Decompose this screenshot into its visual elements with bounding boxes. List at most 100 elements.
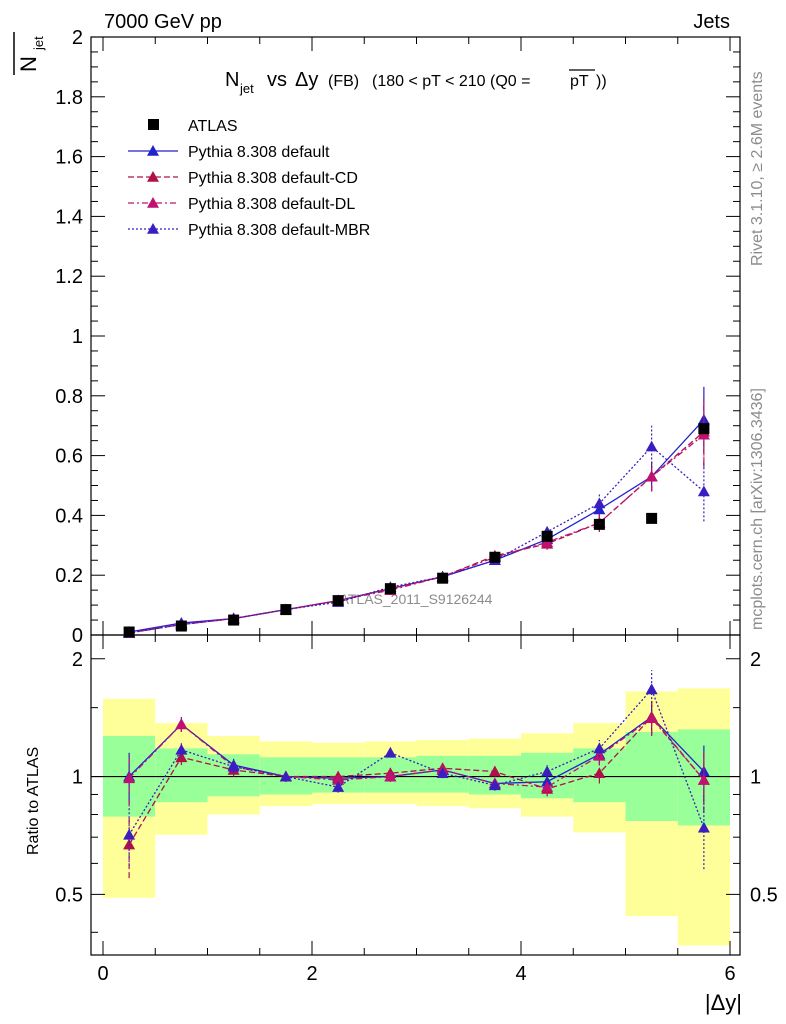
main-point-mbr bbox=[593, 497, 606, 509]
ratio-point-cd bbox=[123, 838, 136, 850]
main-point-data bbox=[489, 551, 501, 563]
main-ylabel: N jet bbox=[13, 32, 46, 75]
main-point-data bbox=[541, 530, 553, 542]
ratio-line-cd bbox=[128, 715, 705, 845]
ratio-point-mbr bbox=[436, 767, 449, 779]
ratio-point-mbr bbox=[227, 760, 240, 772]
legend-marker-data bbox=[148, 119, 159, 130]
main-series-data bbox=[123, 423, 710, 638]
ratio-point-mbr bbox=[279, 770, 292, 782]
main-line-cd bbox=[129, 431, 705, 634]
main-ytick-label: 1 bbox=[72, 326, 83, 348]
ratio-line-dl bbox=[128, 717, 705, 788]
ratio-plot: 0.5 0.5 1 1 2 2 0 2 4 6 bbox=[55, 634, 778, 985]
legend-label-data: ATLAS bbox=[188, 118, 238, 135]
main-point-data bbox=[175, 620, 187, 632]
ratio-xtick-label: 2 bbox=[306, 963, 317, 985]
ratio-point-mbr bbox=[645, 683, 658, 695]
legend-label-cd: Pythia 8.308 default-CD bbox=[188, 170, 358, 187]
ratio-point-dl bbox=[541, 781, 554, 792]
ratio-point-dl bbox=[593, 749, 606, 761]
ratio-point-dl bbox=[123, 772, 136, 784]
main-point-mbr bbox=[697, 485, 710, 497]
plot-title-range: (180 < pT < 210 (Q0 = bbox=[372, 73, 530, 90]
ratio-ylabel: Ratio to ATLAS bbox=[25, 747, 42, 855]
ratio-point-mbr bbox=[123, 828, 136, 840]
ratio-xtick-label: 4 bbox=[515, 963, 526, 985]
legend-label-default: Pythia 8.308 default bbox=[188, 144, 330, 161]
main-point-mbr bbox=[645, 440, 658, 452]
legend-label-mbr: Pythia 8.308 default-MBR bbox=[188, 222, 370, 239]
legend-marker-mbr bbox=[147, 223, 159, 234]
main-ytick-label: 0.8 bbox=[55, 386, 83, 408]
main-ylabel-n: N bbox=[16, 56, 41, 72]
main-point-default bbox=[593, 503, 606, 515]
legend-label-dl: Pythia 8.308 default-DL bbox=[188, 196, 355, 213]
main-point-data bbox=[123, 626, 135, 638]
main-point-data bbox=[228, 614, 240, 626]
main-ylabel-sub: jet bbox=[31, 36, 46, 51]
plot-title-delta: Δy bbox=[295, 69, 318, 91]
main-point-data bbox=[646, 512, 658, 524]
plot-title-pt: pT bbox=[570, 73, 589, 90]
legend-marker-cd bbox=[147, 171, 159, 182]
main-line-mbr bbox=[129, 445, 705, 634]
ratio-point-dl bbox=[332, 773, 345, 785]
ratio-point-dl bbox=[697, 773, 710, 785]
main-point-data bbox=[332, 595, 344, 607]
ratio-ytick-label: 0.5 bbox=[55, 884, 83, 906]
main-plot: 0 0.2 0.4 0.6 0.8 1 1.2 1.4 1.6 1.8 2 bbox=[55, 27, 741, 647]
ratio-ytick-label: 1 bbox=[72, 767, 83, 789]
ratio-point-dl bbox=[175, 718, 188, 730]
header-right: Jets bbox=[693, 11, 730, 33]
plot-title-n: N bbox=[225, 69, 239, 91]
main-point-data bbox=[280, 604, 292, 616]
header-left: 7000 GeV pp bbox=[104, 11, 222, 33]
plot-title-close: )) bbox=[596, 73, 607, 90]
ratio-point-dl bbox=[645, 712, 658, 723]
legend: ATLAS Pythia 8.308 default Pythia 8.308 de… bbox=[128, 118, 370, 239]
ratio-point-mbr bbox=[541, 765, 554, 777]
ratio-ytick-label-right: 2 bbox=[750, 649, 761, 671]
ratio-ytick-label-right: 1 bbox=[750, 767, 761, 789]
ratio-ytick-label-right: 0.5 bbox=[750, 884, 778, 906]
ratio-frame bbox=[90, 634, 741, 956]
ratio-point-dl bbox=[384, 770, 397, 782]
ratio-point-mbr bbox=[384, 746, 397, 758]
rivet-label: Rivet 3.1.10, ≥ 2.6M events bbox=[749, 71, 766, 266]
legend-marker-dl bbox=[147, 197, 159, 208]
main-ytick-label: 2 bbox=[72, 27, 83, 49]
plot-title-fb: (FB) bbox=[328, 73, 359, 90]
main-ytick-label: 1.8 bbox=[55, 87, 83, 109]
ratio-bands bbox=[103, 688, 730, 946]
legend-marker-default bbox=[147, 145, 159, 156]
ratio-point-cd bbox=[593, 767, 606, 779]
ratio-ytick-label: 2 bbox=[72, 649, 83, 671]
main-ytick-label: 1.2 bbox=[55, 266, 83, 288]
plot-title-vs: vs bbox=[267, 69, 287, 91]
ratio-xtick-label: 0 bbox=[97, 963, 108, 985]
main-ytick-label: 0 bbox=[72, 625, 83, 647]
main-ytick-label: 0.4 bbox=[55, 505, 83, 527]
ratio-point-cd bbox=[488, 765, 501, 777]
ratio-point-mbr bbox=[488, 779, 501, 791]
mcplots-label: mcplots.cern.ch [arXiv:1306.3436] bbox=[749, 388, 766, 630]
main-point-data bbox=[384, 583, 396, 595]
ratio-xtick-label: 6 bbox=[724, 963, 735, 985]
x-axis-label: |Δy| bbox=[705, 990, 742, 1015]
ratio-point-mbr bbox=[593, 742, 606, 754]
ratio-point-mbr bbox=[332, 781, 345, 792]
analysis-watermark: ATLAS_2011_S9126244 bbox=[340, 591, 493, 607]
ratio-point-mbr bbox=[175, 743, 188, 755]
main-point-data bbox=[437, 572, 449, 584]
plot-title: N jet vs Δy (FB) (180 < pT < 210 (Q0 = p… bbox=[225, 69, 607, 96]
main-point-data bbox=[593, 518, 605, 530]
plot-title-sub: jet bbox=[239, 81, 254, 96]
main-ytick-label: 1.6 bbox=[55, 147, 83, 169]
main-ytick-label: 0.6 bbox=[55, 446, 83, 468]
main-point-dl bbox=[645, 470, 658, 482]
ratio-series-mbr bbox=[123, 670, 710, 870]
ratio-point-mbr bbox=[697, 821, 710, 833]
main-ytick-label: 0.2 bbox=[55, 565, 83, 587]
